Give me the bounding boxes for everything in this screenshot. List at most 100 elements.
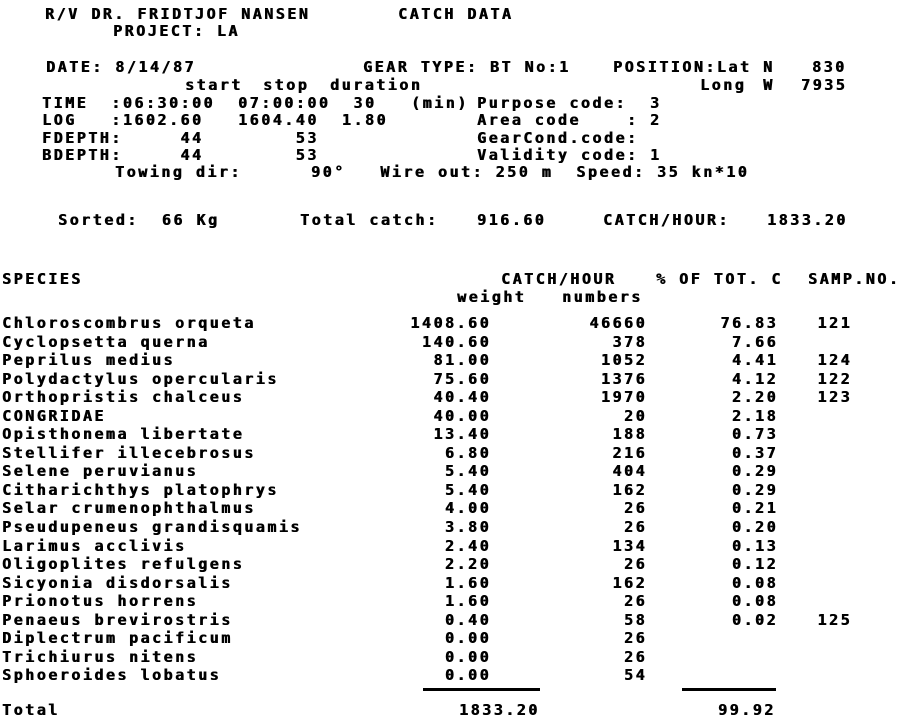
- species-name: Orthopristis chalceus: [2, 388, 245, 407]
- gear-type-field: GEAR TYPE: BT No:1: [363, 58, 571, 76]
- sample-no-value: [778, 555, 852, 574]
- weight-value: 40.00: [433, 406, 491, 425]
- species-name: Pseudupeneus grandisquamis: [2, 518, 302, 537]
- pct-value: 0.02: [731, 610, 778, 629]
- numbers-value: 216: [612, 443, 647, 462]
- sample-no-value: [778, 666, 852, 685]
- sample-no-value: [778, 592, 852, 611]
- numbers-value: 378: [612, 332, 647, 351]
- species-name: Oligoplites refulgens: [2, 555, 245, 574]
- numbers-value: 188: [612, 425, 647, 444]
- weight-value: 0.40: [444, 610, 491, 629]
- numbers-value: 26: [623, 629, 647, 648]
- species-name: Stellifer illecebrosus: [2, 443, 256, 462]
- lat-value: 830: [812, 58, 847, 76]
- pct-value: 2.18: [731, 406, 778, 425]
- pct-value: [647, 666, 778, 685]
- pct-value: 0.08: [731, 573, 778, 592]
- table-row: Sicyonia disdorsalis 1.60 162 0.08: [2, 574, 856, 593]
- sample-no-value: [778, 462, 852, 481]
- validity-code-field: Validity code: 1: [477, 146, 662, 164]
- log-row: LOG :1602.60 1604.40 1.80: [42, 111, 388, 129]
- species-name: Opisthonema libertate: [2, 425, 245, 444]
- weight-value: 2.20: [444, 555, 491, 574]
- total-catch-label: Total catch:: [300, 211, 439, 229]
- sample-no-value: [778, 537, 852, 556]
- bdepth-row: BDEPTH: 44 53: [42, 146, 319, 164]
- sample-no-value: [778, 481, 852, 500]
- numbers-value: 1376: [600, 369, 647, 388]
- species-name: Sphoeroides lobatus: [2, 666, 222, 685]
- species-name: Sicyonia disdorsalis: [2, 573, 233, 592]
- weight-value: 1.60: [444, 592, 491, 611]
- species-col-header: SPECIES: [2, 270, 83, 288]
- species-name: Chloroscombrus orqueta: [2, 314, 256, 332]
- purpose-code-field: Purpose code: 3: [477, 94, 662, 112]
- sample-no-value: 125: [817, 610, 852, 629]
- pct-value: 0.12: [731, 555, 778, 574]
- pct-value: 7.66: [731, 332, 778, 351]
- pct-value: 0.73: [731, 425, 778, 444]
- numbers-value: 26: [623, 518, 647, 537]
- pct-value: 0.08: [731, 592, 778, 611]
- pct-value: 0.29: [731, 462, 778, 481]
- table-row: CONGRIDAE 40.00 20 2.18: [2, 407, 856, 426]
- table-row: Orthopristis chalceus 40.40 1970 2.20 12…: [2, 388, 856, 407]
- table-row: Trichiurus nitens 0.00 26: [2, 648, 856, 667]
- numbers-value: 26: [623, 499, 647, 518]
- pct-value: 0.20: [731, 518, 778, 537]
- numbers-value: 1970: [600, 388, 647, 407]
- weight-value: 6.80: [444, 443, 491, 462]
- pct-value: 0.29: [731, 480, 778, 499]
- weight-value: 140.60: [421, 332, 491, 351]
- species-name: Peprilus medius: [2, 351, 175, 370]
- pct-value: 4.41: [731, 351, 778, 370]
- table-row: Oligoplites refulgens 2.20 26 0.12: [2, 555, 856, 574]
- numbers-value: 1052: [600, 351, 647, 370]
- weight-value: 0.00: [444, 629, 491, 648]
- table-row: Diplectrum pacificum 0.00 26: [2, 629, 856, 648]
- weight-subheader: weight: [457, 288, 527, 306]
- species-name: Penaeus brevirostris: [2, 610, 233, 629]
- pct-value: 0.13: [731, 536, 778, 555]
- table-row: Citharichthys platophrys 5.40 162 0.29: [2, 481, 856, 500]
- species-name: Cyclopsetta querna: [2, 332, 210, 351]
- numbers-value: 26: [623, 647, 647, 666]
- weight-value: 1408.60: [410, 314, 491, 332]
- sample-no-value: 124: [817, 351, 852, 370]
- table-row: Stellifer illecebrosus 6.80 216 0.37: [2, 444, 856, 463]
- numbers-value: 26: [623, 555, 647, 574]
- sample-no-value: 121: [817, 314, 852, 332]
- total-pct-rule: [682, 688, 776, 691]
- lat-hemisphere: N: [763, 58, 775, 76]
- table-row: Peprilus medius 81.00 1052 4.41 124: [2, 351, 856, 370]
- table-row: Penaeus brevirostris 0.40 58 0.02 125: [2, 611, 856, 630]
- weight-value: 81.00: [433, 351, 491, 370]
- gearcond-code-field: GearCond.code:: [477, 129, 639, 147]
- pct-value: 0.21: [731, 499, 778, 518]
- sample-no-value: [778, 629, 852, 648]
- pct-value: [647, 648, 778, 667]
- table-row: Polydactylus opercularis 75.60 1376 4.12…: [2, 370, 856, 389]
- area-code-field: Area code : 2: [477, 111, 662, 129]
- species-name: Trichiurus nitens: [2, 647, 199, 666]
- weight-value: 13.40: [433, 425, 491, 444]
- species-name: Selar crumenophthalmus: [2, 499, 256, 518]
- numbers-value: 162: [612, 480, 647, 499]
- catch-per-hour-label: CATCH/HOUR:: [603, 211, 730, 229]
- sample-no-value: [778, 407, 852, 426]
- weight-value: 1.60: [444, 573, 491, 592]
- weight-value: 5.40: [444, 462, 491, 481]
- table-row: Selar crumenophthalmus 4.00 26 0.21: [2, 499, 856, 518]
- weight-value: 40.40: [433, 388, 491, 407]
- sample-no-value: [778, 444, 852, 463]
- pct-col-header: % OF TOT. C: [656, 270, 783, 288]
- long-label: Long: [700, 76, 747, 94]
- table-row: Cyclopsetta querna 140.60 378 7.66: [2, 333, 856, 352]
- sample-no-value: [778, 648, 852, 667]
- weight-value: 0.00: [444, 666, 491, 685]
- sample-no-value: [778, 499, 852, 518]
- numbers-value: 404: [612, 462, 647, 481]
- species-name: Larimus acclivis: [2, 536, 187, 555]
- weight-value: 3.80: [444, 518, 491, 537]
